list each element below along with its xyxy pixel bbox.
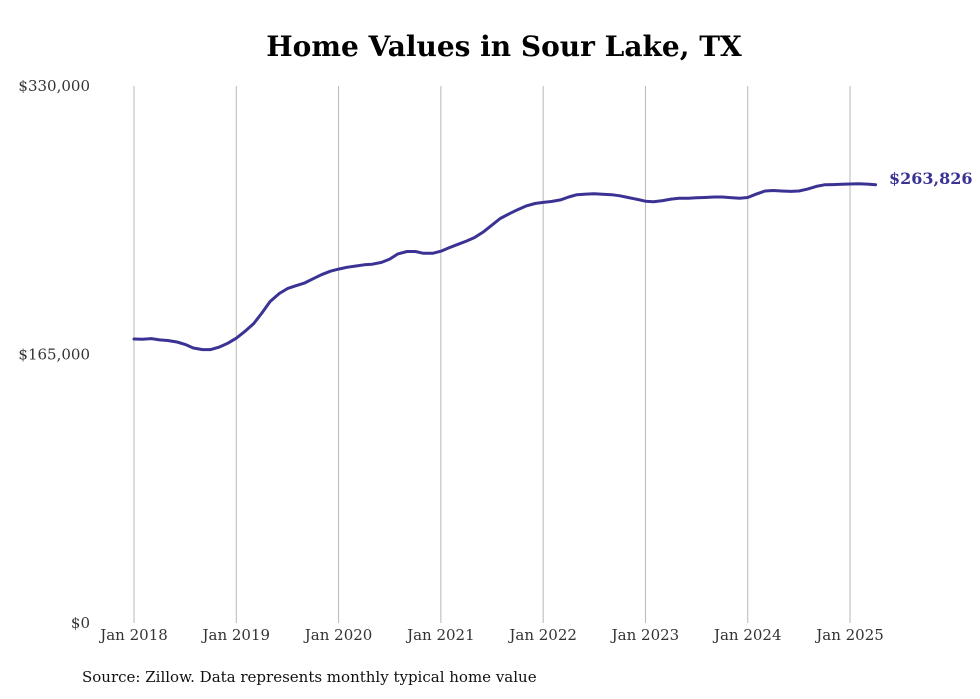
- y-tick-label: $165,000: [18, 346, 90, 364]
- x-tick-label: Jan 2024: [712, 626, 782, 644]
- series-line-0: [132, 182, 878, 352]
- series-layer: [132, 182, 878, 352]
- end-value-label: $263,826: [889, 169, 973, 188]
- y-axis-tick-labels: $0 $165,000 $330,000: [18, 77, 90, 632]
- x-tick-label: Jan 2019: [201, 626, 271, 644]
- x-tick-label: Jan 2022: [507, 626, 577, 644]
- chart-title: Home Values in Sour Lake, TX: [266, 30, 742, 63]
- x-tick-label: Jan 2018: [98, 626, 168, 644]
- y-tick-label: $330,000: [18, 77, 90, 95]
- x-tick-label: Jan 2020: [303, 626, 373, 644]
- source-note: Source: Zillow. Data represents monthly …: [82, 668, 537, 686]
- vertical-gridlines: [133, 86, 851, 623]
- x-axis-tick-labels: Jan 2018 Jan 2019 Jan 2020 Jan 2021 Jan 2022…: [98, 626, 884, 644]
- y-tick-label: $0: [71, 614, 90, 632]
- x-tick-label: Jan 2023: [610, 626, 680, 644]
- x-tick-label: Jan 2021: [405, 626, 475, 644]
- x-tick-label: Jan 2025: [814, 626, 884, 644]
